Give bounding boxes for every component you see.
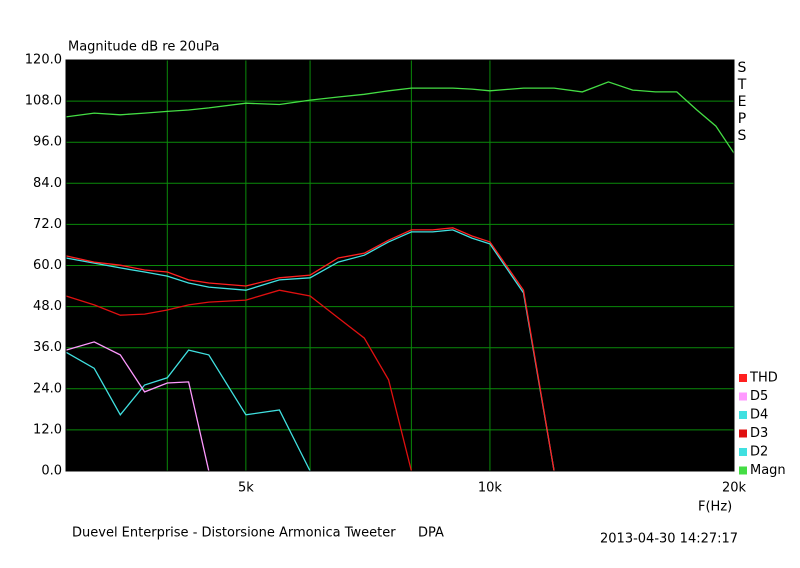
series-line [65, 349, 311, 472]
y-tick-label: 24.0 [33, 381, 62, 396]
series-line [65, 289, 413, 472]
y-tick-label: 108.0 [25, 94, 62, 109]
footer-left: Duevel Enterprise - Distorsione Armonica… [72, 526, 396, 541]
x-tick-label: 20k [722, 481, 747, 496]
series-line [65, 341, 210, 472]
side-label: STEPS [734, 60, 750, 145]
footer-mid: DPA [418, 526, 444, 541]
y-tick-label: 60.0 [33, 258, 62, 273]
x-tick-label: 10k [478, 481, 503, 496]
y-tick-label: 72.0 [33, 217, 62, 232]
plot-border [65, 59, 735, 472]
y-tick-label: 96.0 [33, 135, 62, 150]
x-axis-label: F(Hz) [698, 500, 732, 515]
y-tick-label: 120.0 [25, 53, 62, 68]
y-tick-label: 48.0 [33, 299, 62, 314]
legend-swatch [739, 411, 747, 419]
legend-label: D2 [750, 445, 768, 460]
legend-label: D4 [750, 408, 768, 423]
footer-right: 2013-04-30 14:27:17 [600, 532, 738, 547]
series-line [65, 229, 555, 472]
legend-swatch [739, 448, 747, 456]
y-tick-label: 12.0 [33, 422, 62, 437]
legend-swatch [739, 429, 747, 438]
chart-title: Magnitude dB re 20uPa [68, 40, 220, 55]
legend-swatch [739, 392, 747, 401]
legend-swatch [739, 466, 747, 475]
legend-label: THD [749, 371, 778, 386]
legend-label: D5 [750, 389, 768, 404]
legend-swatch [739, 374, 747, 382]
x-tick-label: 5k [238, 481, 254, 496]
legend-label: D3 [750, 426, 768, 441]
series-line [65, 81, 735, 154]
series-line [65, 227, 555, 472]
legend-label: Magn [750, 463, 786, 478]
y-tick-label: 36.0 [33, 340, 62, 355]
y-tick-label: 84.0 [33, 176, 62, 191]
y-tick-label: 0.0 [41, 464, 62, 479]
